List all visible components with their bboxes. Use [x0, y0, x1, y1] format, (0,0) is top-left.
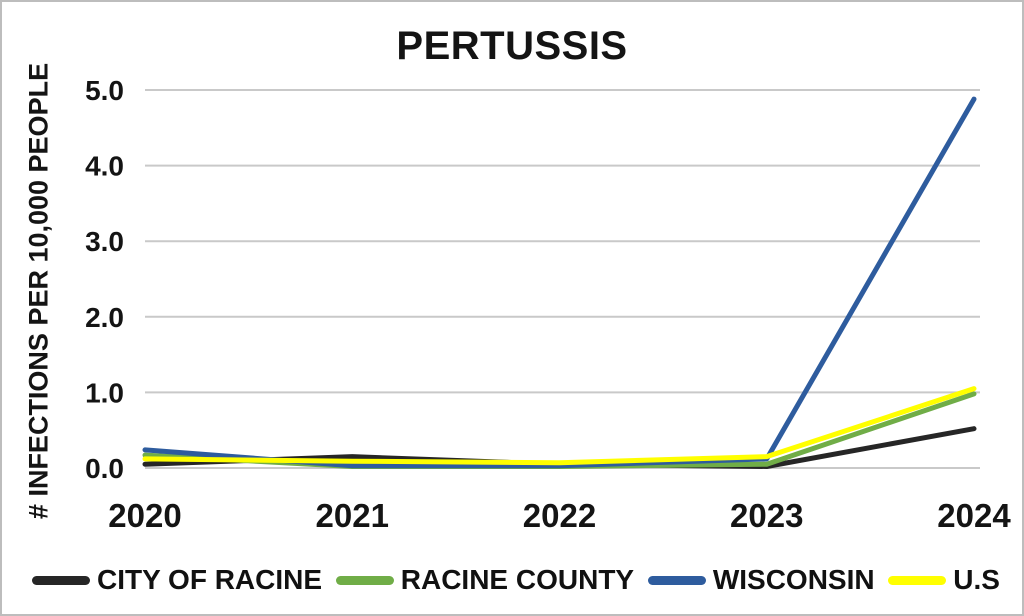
series-line-u-s	[142, 386, 977, 466]
legend-label: CITY OF RACINE	[97, 564, 323, 595]
y-tick-label: 3.0	[85, 226, 124, 257]
legend-label: U.S	[953, 564, 1000, 595]
series-line-wisconsin	[142, 96, 977, 469]
legend-swatch-racine-county	[335, 575, 394, 585]
legend-item-wisconsin: WISCONSIN	[647, 564, 875, 595]
legend: CITY OF RACINE RACINE COUNTY WISCONSIN U.S	[32, 556, 1000, 604]
x-tick-label: 2023	[730, 497, 803, 534]
y-tick-label: 5.0	[85, 75, 124, 106]
legend-label: RACINE COUNTY	[400, 564, 635, 595]
y-tick-label: 2.0	[85, 302, 124, 333]
legend-label: WISCONSIN	[712, 564, 875, 595]
legend-item-u-s: U.S	[888, 566, 1000, 594]
legend-swatch-u-s	[888, 575, 947, 585]
x-tick-label: 2022	[523, 497, 596, 534]
x-tick-label: 2021	[316, 497, 389, 534]
legend-item-city-of-racine: CITY OF RACINE	[32, 566, 322, 594]
legend-swatch-wisconsin	[647, 575, 706, 585]
legend-swatch-city-of-racine	[32, 575, 90, 585]
y-tick-label: 4.0	[85, 151, 124, 182]
chart-title: PERTUSSIS	[396, 24, 628, 68]
y-tick-label: 1.0	[85, 377, 124, 408]
x-tick-label: 2024	[937, 497, 1011, 534]
legend-item-racine-county: RACINE COUNTY	[335, 564, 635, 595]
x-tick-label: 2020	[108, 497, 181, 534]
y-tick-label: 0.0	[85, 453, 124, 484]
